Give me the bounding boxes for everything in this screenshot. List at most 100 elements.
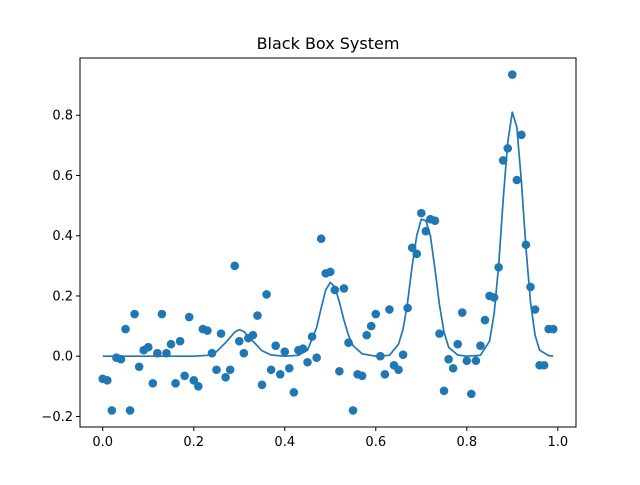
scatter-point	[453, 339, 462, 349]
scatter-point	[457, 308, 467, 317]
scatter-point	[148, 379, 158, 388]
scatter-point	[403, 303, 412, 313]
y-tick-label: 0.0	[52, 350, 73, 365]
scatter-point	[444, 354, 453, 364]
scatter-point	[180, 371, 189, 381]
x-tick-label: 0.4	[274, 435, 295, 450]
scatter-point	[166, 339, 176, 349]
scatter-point	[225, 365, 235, 375]
scatter-point	[184, 312, 194, 322]
scatter-point	[125, 406, 135, 415]
scatter-point	[380, 369, 390, 379]
scatter-point	[153, 348, 162, 358]
scatter-point	[394, 365, 403, 375]
scatter-point	[203, 326, 212, 335]
x-tick-label: 0.8	[456, 435, 477, 450]
scatter-point	[275, 369, 285, 379]
scatter-point	[175, 336, 185, 346]
scatter-point	[548, 324, 558, 334]
scatter-point	[412, 249, 422, 259]
scatter-point	[489, 293, 499, 302]
scatter-point	[467, 389, 476, 399]
scatter-point	[194, 382, 203, 391]
scatter-point	[253, 311, 262, 320]
scatter-point	[257, 380, 267, 390]
scatter-point	[539, 360, 549, 370]
y-tick-label: 0.6	[52, 169, 73, 184]
x-axis: 0.0 0.2 0.4 0.6 0.8 1.0	[92, 427, 568, 450]
scatter-point	[366, 321, 376, 331]
scatter-point	[421, 226, 431, 236]
scatter-point	[230, 261, 240, 271]
scatter-point	[330, 285, 340, 295]
scatter-point	[280, 347, 290, 356]
scatter-point	[171, 379, 180, 388]
scatter-point	[207, 348, 217, 358]
y-axis: −0.2 0.0 0.2 0.4 0.6 0.8	[41, 109, 80, 425]
scatter-point	[316, 234, 326, 244]
scatter-point	[385, 305, 394, 314]
scatter-point	[307, 332, 317, 341]
scatter-point	[189, 376, 199, 385]
scatter-point	[480, 315, 490, 325]
scatter-point	[512, 175, 522, 185]
x-tick-label: 0.0	[92, 435, 113, 450]
scatter-point	[121, 324, 130, 334]
scatter-point	[216, 329, 226, 338]
scatter-point	[416, 208, 426, 218]
scatter-point	[335, 366, 344, 376]
scatter-point	[376, 351, 385, 361]
scatter-point	[221, 373, 230, 382]
scatter-point	[507, 70, 517, 79]
y-tick-label: −0.2	[41, 410, 73, 425]
scatter-point	[248, 330, 258, 340]
scatter-point	[521, 240, 531, 250]
scatter-point	[116, 354, 126, 364]
scatter-point	[134, 362, 144, 372]
scatter-point	[362, 330, 371, 340]
scatter-point	[503, 144, 513, 153]
scatter-point	[439, 386, 449, 396]
x-tick-label: 1.0	[547, 435, 568, 450]
scatter-point	[325, 267, 335, 277]
scatter-point	[262, 290, 271, 299]
scatter-point	[407, 243, 417, 253]
scatter-point	[435, 329, 444, 338]
scatter-point	[462, 356, 472, 366]
scatter-point	[494, 263, 503, 272]
y-tick-label: 0.4	[52, 229, 73, 244]
scatter-point	[471, 356, 481, 366]
scatter-point	[162, 348, 171, 358]
scatter-point	[234, 336, 244, 346]
scatter-point	[157, 309, 167, 319]
scatter-point	[271, 341, 280, 350]
scatter-point	[344, 338, 353, 347]
scatter-point	[212, 365, 221, 375]
scatter-point	[239, 348, 249, 358]
data-marks	[98, 70, 558, 415]
scatter-point	[130, 309, 139, 319]
scatter-point	[498, 156, 508, 165]
x-tick-label: 0.6	[365, 435, 386, 450]
scatter-point	[339, 284, 349, 293]
scatter-point	[530, 305, 540, 314]
scatter-point	[266, 365, 276, 375]
scatter-point	[357, 371, 367, 381]
scatter-point	[312, 353, 321, 363]
y-tick-label: 0.2	[52, 289, 73, 304]
scatter-point	[476, 341, 485, 350]
scatter-point	[448, 363, 458, 373]
scatter-point	[103, 376, 112, 385]
x-tick-label: 0.2	[183, 435, 204, 450]
fit-line	[102, 111, 554, 358]
scatter-point	[348, 406, 358, 415]
scatter-point	[143, 342, 153, 352]
axes-frame	[79, 57, 577, 428]
chart-title: Black Box System	[257, 34, 400, 53]
scatter-point	[285, 363, 294, 373]
scatter-point	[526, 282, 535, 292]
scatter-point	[371, 309, 381, 319]
scatter-point	[398, 350, 408, 360]
